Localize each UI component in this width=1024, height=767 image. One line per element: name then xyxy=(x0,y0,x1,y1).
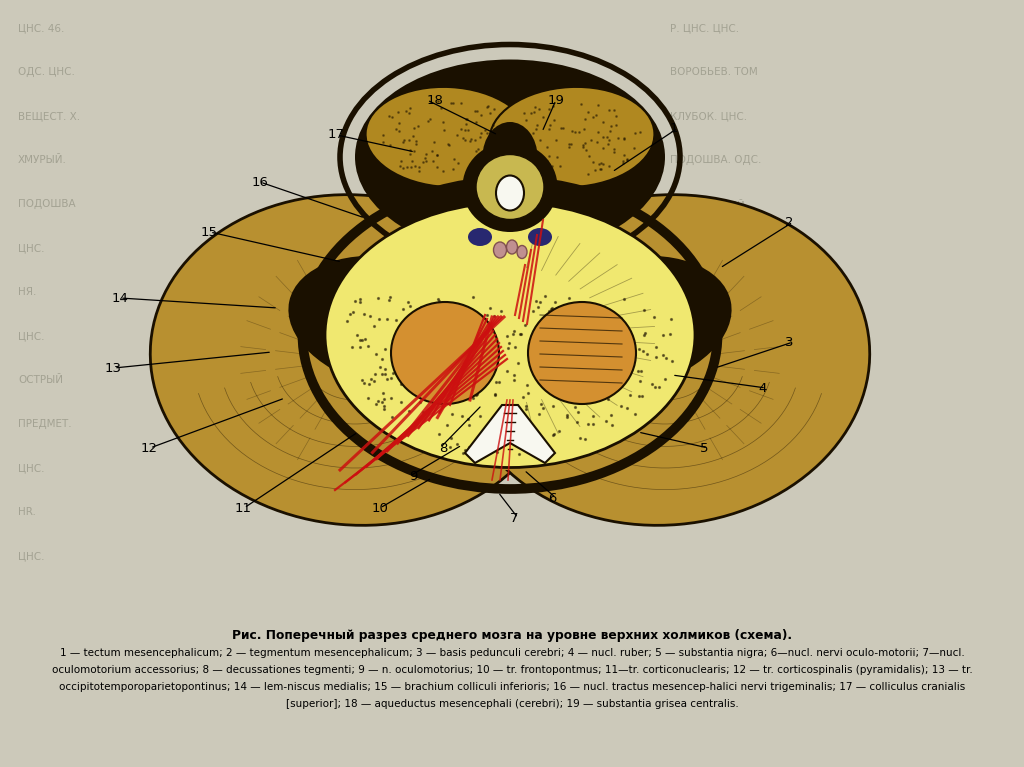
Text: КЛУБОК. ЦНС.: КЛУБОК. ЦНС. xyxy=(670,111,748,121)
Text: NMR Й.: NMR Й. xyxy=(670,419,709,429)
Ellipse shape xyxy=(507,240,517,254)
Ellipse shape xyxy=(391,302,499,404)
Text: ЦНС.: ЦНС. xyxy=(18,331,44,341)
Text: 1 — tectum mesencephalicum; 2 — tegmentum mesencephalicum; 3 — basis pedunculi c: 1 — tectum mesencephalicum; 2 — tegmentu… xyxy=(59,648,965,658)
Ellipse shape xyxy=(482,122,538,192)
Text: ПРЕДМЕТ.: ПРЕДМЕТ. xyxy=(670,243,724,253)
Text: [superior]; 18 — aqueductus mesencephali (cerebri); 19 — substantia grisea centr: [superior]; 18 — aqueductus mesencephali… xyxy=(286,699,738,709)
Text: 9: 9 xyxy=(410,469,418,482)
Text: ВЕЩЕСТ. Х.: ВЕЩЕСТ. Х. xyxy=(18,111,80,121)
Ellipse shape xyxy=(496,176,524,210)
Ellipse shape xyxy=(517,245,527,258)
Text: ЙОДНИКОВ.: ЙОДНИКОВ. xyxy=(670,462,735,474)
Polygon shape xyxy=(465,405,555,463)
Text: 8: 8 xyxy=(439,442,449,455)
Text: 3: 3 xyxy=(785,335,794,348)
Ellipse shape xyxy=(528,228,552,246)
Ellipse shape xyxy=(325,202,695,468)
Text: 11: 11 xyxy=(234,502,252,515)
Text: ВОРОБЬЕВ. ТОМ: ВОРОБЬЕВ. ТОМ xyxy=(670,67,758,77)
Text: Рис. Поперечный разрез среднего мозга на уровне верхних холмиков (схема).: Рис. Поперечный разрез среднего мозга на… xyxy=(232,628,792,641)
Text: T96.: T96. xyxy=(670,375,693,385)
Text: occipitotemporoparietopontinus; 14 — lem-niscus medialis; 15 — brachium collicul: occipitotemporoparietopontinus; 14 — lem… xyxy=(58,682,966,692)
Text: 5: 5 xyxy=(700,442,709,455)
Text: 19: 19 xyxy=(548,94,565,107)
Text: ЦНС. 46.: ЦНС. 46. xyxy=(18,23,65,33)
Text: 14: 14 xyxy=(112,291,128,304)
Ellipse shape xyxy=(463,142,557,232)
Text: 12: 12 xyxy=(141,442,158,455)
Text: oculomotorium accessorius; 8 — decussationes tegmenti; 9 — n. oculomotorius; 10 : oculomotorium accessorius; 8 — decussati… xyxy=(51,665,973,675)
Text: ХМУРЫЙ.: ХМУРЫЙ. xyxy=(18,155,67,165)
Text: ЦНС.: ЦНС. xyxy=(18,551,44,561)
Text: 13: 13 xyxy=(105,361,122,374)
Text: 18: 18 xyxy=(427,94,443,107)
Text: НЯ.: НЯ. xyxy=(18,287,37,297)
Text: HR.: HR. xyxy=(18,507,36,517)
Polygon shape xyxy=(370,200,650,470)
Text: ЦНС. ОСТРЫЙ: ЦНС. ОСТРЫЙ xyxy=(670,198,744,210)
Text: 2: 2 xyxy=(785,216,794,229)
Ellipse shape xyxy=(366,87,530,187)
Text: 6: 6 xyxy=(548,492,556,505)
Ellipse shape xyxy=(524,255,731,390)
Ellipse shape xyxy=(476,154,544,219)
Text: ОДС. ЦНС.: ОДС. ЦНС. xyxy=(18,67,75,77)
Ellipse shape xyxy=(460,195,869,525)
Ellipse shape xyxy=(468,228,492,246)
Text: 16: 16 xyxy=(251,176,268,189)
Text: ЦНС.: ЦНС. xyxy=(18,463,44,473)
Text: 15: 15 xyxy=(201,225,218,239)
Ellipse shape xyxy=(410,335,610,435)
Text: ЯМОЧКА.: ЯМОЧКА. xyxy=(670,331,719,341)
Text: 1: 1 xyxy=(670,121,679,134)
Text: ПОДОШВА: ПОДОШВА xyxy=(18,199,76,209)
Text: 4: 4 xyxy=(758,381,766,394)
Ellipse shape xyxy=(289,255,496,390)
Ellipse shape xyxy=(494,242,507,258)
Text: Р. ЦНС. ЦНС.: Р. ЦНС. ЦНС. xyxy=(670,23,739,33)
Text: ПОДОШВА. ОДС.: ПОДОШВА. ОДС. xyxy=(670,155,762,165)
Text: ПРЕДМЕТ.: ПРЕДМЕТ. xyxy=(18,419,72,429)
Text: 10: 10 xyxy=(371,502,388,515)
Ellipse shape xyxy=(528,302,636,404)
Text: ЦНС.: ЦНС. xyxy=(18,243,44,253)
Ellipse shape xyxy=(355,60,665,255)
Ellipse shape xyxy=(151,195,560,525)
Text: ЦНС. МР.: ЦНС. МР. xyxy=(670,287,718,297)
Text: 7: 7 xyxy=(510,512,518,525)
Text: ОСТРЫЙ: ОСТРЫЙ xyxy=(18,375,63,385)
Text: 17: 17 xyxy=(328,129,345,141)
Ellipse shape xyxy=(489,87,654,187)
